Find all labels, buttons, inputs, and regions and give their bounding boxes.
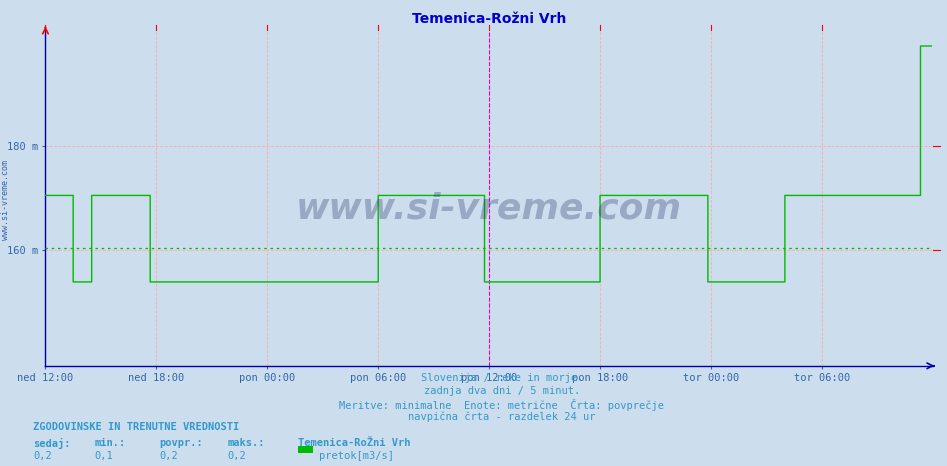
Text: www.si-vreme.com: www.si-vreme.com bbox=[1, 160, 10, 240]
Text: maks.:: maks.: bbox=[227, 438, 265, 448]
Text: sedaj:: sedaj: bbox=[33, 438, 71, 449]
Text: pretok[m3/s]: pretok[m3/s] bbox=[319, 451, 394, 461]
Text: Slovenija / reke in morje.: Slovenija / reke in morje. bbox=[420, 373, 583, 383]
Text: Meritve: minimalne  Enote: metrične  Črta: povprečje: Meritve: minimalne Enote: metrične Črta:… bbox=[339, 399, 665, 411]
Text: 0,2: 0,2 bbox=[159, 451, 178, 461]
Text: min.:: min.: bbox=[95, 438, 126, 448]
Text: povpr.:: povpr.: bbox=[159, 438, 203, 448]
Title: Temenica-Rožni Vrh: Temenica-Rožni Vrh bbox=[412, 12, 566, 27]
Text: zadnja dva dni / 5 minut.: zadnja dva dni / 5 minut. bbox=[424, 386, 580, 396]
Text: 0,2: 0,2 bbox=[33, 451, 52, 461]
Text: ZGODOVINSKE IN TRENUTNE VREDNOSTI: ZGODOVINSKE IN TRENUTNE VREDNOSTI bbox=[33, 422, 240, 432]
Text: 0,2: 0,2 bbox=[227, 451, 246, 461]
Text: Temenica-RoŽni Vrh: Temenica-RoŽni Vrh bbox=[298, 438, 411, 448]
Text: navpična črta - razdelek 24 ur: navpična črta - razdelek 24 ur bbox=[408, 412, 596, 423]
Text: 0,1: 0,1 bbox=[95, 451, 114, 461]
Text: www.si-vreme.com: www.si-vreme.com bbox=[296, 191, 682, 225]
